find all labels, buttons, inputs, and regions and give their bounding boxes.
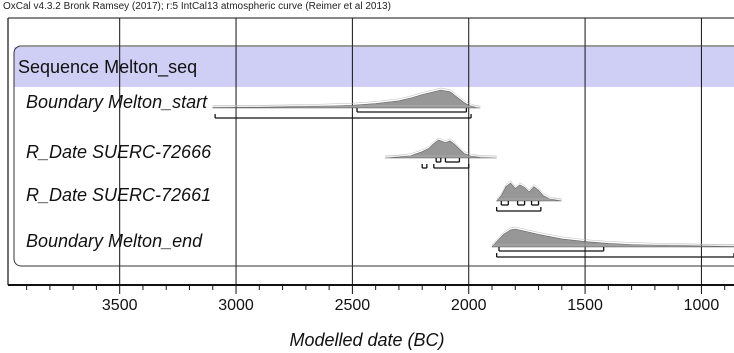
x-axis-label: Modelled date (BC)	[289, 330, 445, 350]
row-label: R_Date SUERC-72666	[26, 142, 212, 162]
posterior-distribution	[496, 182, 562, 202]
sequence-label: Sequence Melton_seq	[18, 57, 197, 78]
sequence-band	[14, 47, 734, 87]
row-label: R_Date SUERC-72661	[26, 185, 211, 205]
prior-distribution	[384, 137, 497, 157]
prior-distribution	[496, 180, 562, 200]
posterior-distribution	[384, 139, 497, 159]
x-tick-label: 1500	[567, 297, 603, 314]
prior-distribution	[212, 87, 481, 107]
row-2: R_Date SUERC-72666	[26, 137, 497, 169]
x-tick-label: 3500	[102, 297, 138, 314]
row-label: Boundary Melton_end	[26, 231, 203, 251]
sequence-frame	[13, 45, 734, 267]
row-4: Boundary Melton_end	[26, 226, 734, 258]
posterior-distribution	[491, 228, 734, 248]
posterior-distribution	[212, 89, 481, 109]
chart-plot: Sequence Melton_seq Boundary Melton_star…	[7, 17, 734, 314]
prior-distribution	[491, 226, 734, 246]
row-label: Boundary Melton_start	[26, 92, 208, 112]
sequence-band-layer: Sequence Melton_seq	[14, 47, 734, 87]
x-tick-label: 2000	[451, 297, 487, 314]
rows: Boundary Melton_start R_Date SUERC-72666 R…	[26, 87, 734, 258]
x-axis: 3500 3000 2500 2000 1500 1000	[7, 17, 734, 314]
grid-lines	[119, 18, 702, 285]
x-tick-label: 3000	[218, 297, 254, 314]
row-3: R_Date SUERC-72661	[26, 180, 562, 212]
x-tick-label: 1000	[684, 297, 720, 314]
oxcal-header: OxCal v4.3.2 Bronk Ramsey (2017); r:5 In…	[3, 1, 391, 12]
row-1: Boundary Melton_start	[26, 87, 481, 119]
x-tick-label: 2500	[335, 297, 371, 314]
